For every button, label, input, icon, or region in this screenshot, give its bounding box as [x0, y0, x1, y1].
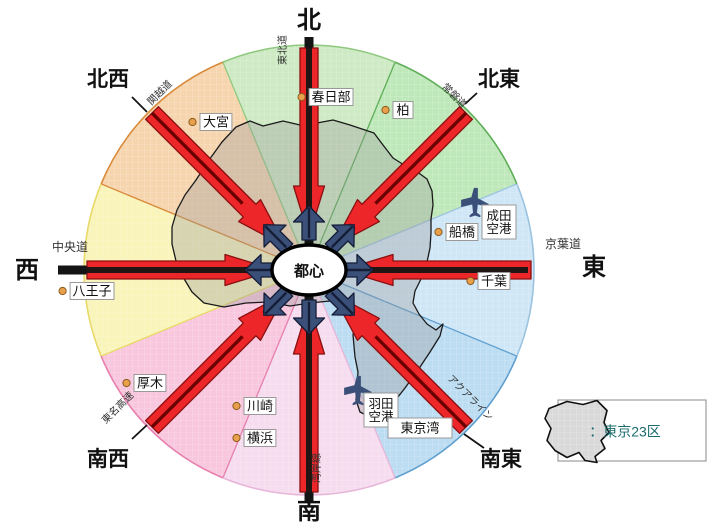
svg-text:大宮: 大宮: [203, 115, 229, 130]
svg-text:：東京23区: ：東京23区: [589, 424, 661, 440]
svg-text:南西: 南西: [87, 447, 129, 471]
svg-text:中央道: 中央道: [52, 239, 88, 254]
svg-text:厚木: 厚木: [137, 376, 163, 391]
svg-text:船橋: 船橋: [449, 225, 475, 240]
svg-text:西: 西: [15, 257, 39, 284]
svg-text:八王子: 八王子: [72, 284, 111, 299]
svg-text:東京湾: 東京湾: [400, 421, 439, 436]
svg-text:南東: 南東: [480, 447, 522, 471]
svg-text:南: 南: [297, 498, 321, 525]
svg-text:川崎: 川崎: [247, 399, 273, 414]
svg-text:成田: 成田: [486, 209, 511, 223]
svg-text:春日部: 春日部: [311, 90, 350, 105]
svg-text:東: 東: [582, 254, 606, 281]
svg-text:北: 北: [297, 7, 321, 34]
svg-text:千葉: 千葉: [481, 274, 507, 289]
svg-text:都心: 都心: [293, 263, 324, 280]
svg-text:柏: 柏: [396, 103, 409, 118]
svg-text:京葉道: 京葉道: [545, 237, 581, 251]
svg-text:東北道: 東北道: [276, 35, 289, 65]
svg-text:横浜: 横浜: [247, 431, 273, 446]
svg-text:北西: 北西: [87, 68, 129, 91]
svg-text:羽田: 羽田: [368, 397, 393, 411]
svg-text:空港: 空港: [486, 222, 512, 236]
svg-text:北東: 北東: [478, 68, 520, 91]
svg-text:湾岸線: 湾岸線: [310, 453, 323, 483]
